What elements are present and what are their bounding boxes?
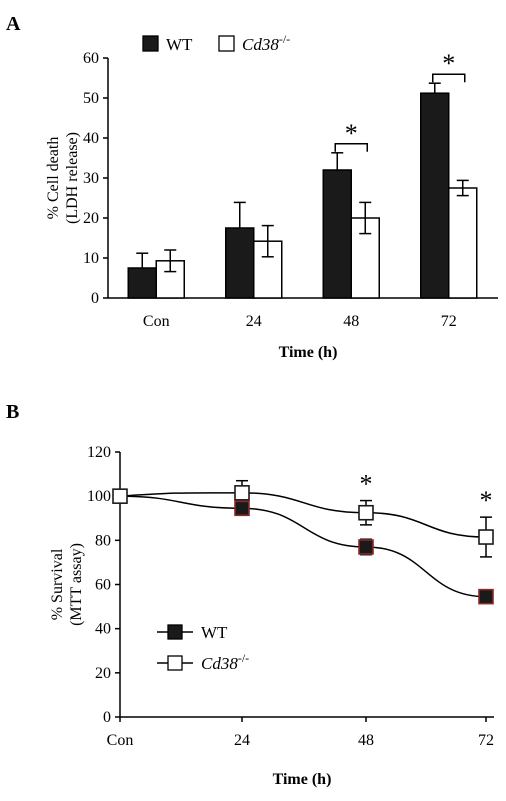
legend-swatch-wt bbox=[167, 624, 183, 640]
legend-label-cd38: Cd38-/- bbox=[242, 32, 290, 54]
legend-superscript: -/- bbox=[238, 651, 249, 665]
panel-b-letter: B bbox=[6, 401, 19, 423]
legend-swatch-wt bbox=[142, 35, 159, 52]
bar bbox=[127, 267, 157, 299]
legend-name: WT bbox=[166, 35, 193, 54]
x-tick-label: Con bbox=[143, 313, 170, 330]
legend-swatch-cd38 bbox=[218, 35, 235, 52]
data-point bbox=[234, 485, 250, 501]
x-tick-label: Con bbox=[107, 732, 134, 749]
data-point bbox=[478, 588, 494, 605]
x-tick-label: 72 bbox=[478, 732, 494, 749]
y-tick-label: 80 bbox=[95, 532, 111, 549]
x-tick-label: 48 bbox=[358, 732, 374, 749]
legend-superscript: -/- bbox=[279, 32, 290, 46]
panel-b-axes: 0 20 40 60 80 100 120 Con 24 48 72 bbox=[87, 444, 494, 749]
significance-star: * bbox=[345, 119, 358, 148]
significance-star: * bbox=[442, 49, 455, 78]
significance-star: * bbox=[360, 470, 373, 499]
legend-name: WT bbox=[201, 623, 228, 642]
data-point bbox=[478, 529, 494, 545]
significance-bracket bbox=[334, 143, 368, 152]
y-tick-label: 20 bbox=[95, 665, 111, 682]
panel-a-bars: ** bbox=[127, 49, 478, 299]
y-tick-label: 50 bbox=[83, 90, 99, 107]
panel-a-ylabel-line2: (LDH release) bbox=[64, 132, 81, 224]
y-tick-label: 0 bbox=[91, 290, 99, 307]
panel-b-ylabel-line2: (MTT assay) bbox=[68, 543, 85, 626]
y-tick-label: 60 bbox=[83, 50, 99, 67]
y-tick-label: 20 bbox=[83, 210, 99, 227]
panel-a-axes: 0 10 20 30 40 50 60 Con 24 48 72 bbox=[83, 50, 498, 330]
significance-bracket bbox=[432, 73, 466, 83]
x-tick-label: 24 bbox=[234, 732, 250, 749]
y-tick-label: 10 bbox=[83, 250, 99, 267]
panel-a-xlabel: Time (h) bbox=[279, 344, 338, 361]
panel-a-legend: WT Cd38-/- bbox=[142, 32, 290, 54]
y-tick-label: 40 bbox=[83, 130, 99, 147]
data-point bbox=[112, 488, 128, 504]
bar bbox=[225, 227, 255, 299]
legend-name: Cd38 bbox=[201, 654, 238, 673]
y-tick-label: 120 bbox=[87, 444, 111, 461]
y-tick-label: 40 bbox=[95, 621, 111, 638]
data-point bbox=[234, 500, 250, 517]
series-line bbox=[119, 495, 487, 598]
y-tick-label: 60 bbox=[95, 577, 111, 594]
x-tick-label: 48 bbox=[343, 313, 359, 330]
legend-swatch-cd38 bbox=[167, 655, 183, 671]
bar bbox=[420, 92, 450, 299]
y-tick-label: 30 bbox=[83, 170, 99, 187]
legend-label-wt: WT bbox=[201, 623, 228, 642]
y-tick-label: 100 bbox=[87, 488, 111, 505]
panel-a-letter: A bbox=[6, 13, 21, 35]
panel-b-lines: ** bbox=[112, 470, 494, 605]
panel-b-xlabel: Time (h) bbox=[273, 771, 332, 788]
bar bbox=[322, 169, 352, 299]
y-tick-label: 0 bbox=[103, 709, 111, 726]
legend-name: Cd38 bbox=[242, 35, 279, 54]
data-point bbox=[358, 539, 374, 555]
legend-label-cd38: Cd38-/- bbox=[201, 651, 249, 673]
panel-b-ylabel-line1: % Survival bbox=[49, 548, 66, 620]
panel-a-ylabel-line1: % Cell death bbox=[45, 137, 62, 220]
panel-b-legend: WT Cd38-/- bbox=[157, 623, 249, 673]
legend-label-wt: WT bbox=[166, 35, 193, 54]
x-tick-label: 72 bbox=[441, 313, 457, 330]
bar bbox=[448, 187, 478, 299]
significance-star: * bbox=[480, 486, 493, 515]
data-point bbox=[358, 504, 374, 521]
x-tick-label: 24 bbox=[246, 313, 262, 330]
series-line bbox=[119, 492, 487, 538]
